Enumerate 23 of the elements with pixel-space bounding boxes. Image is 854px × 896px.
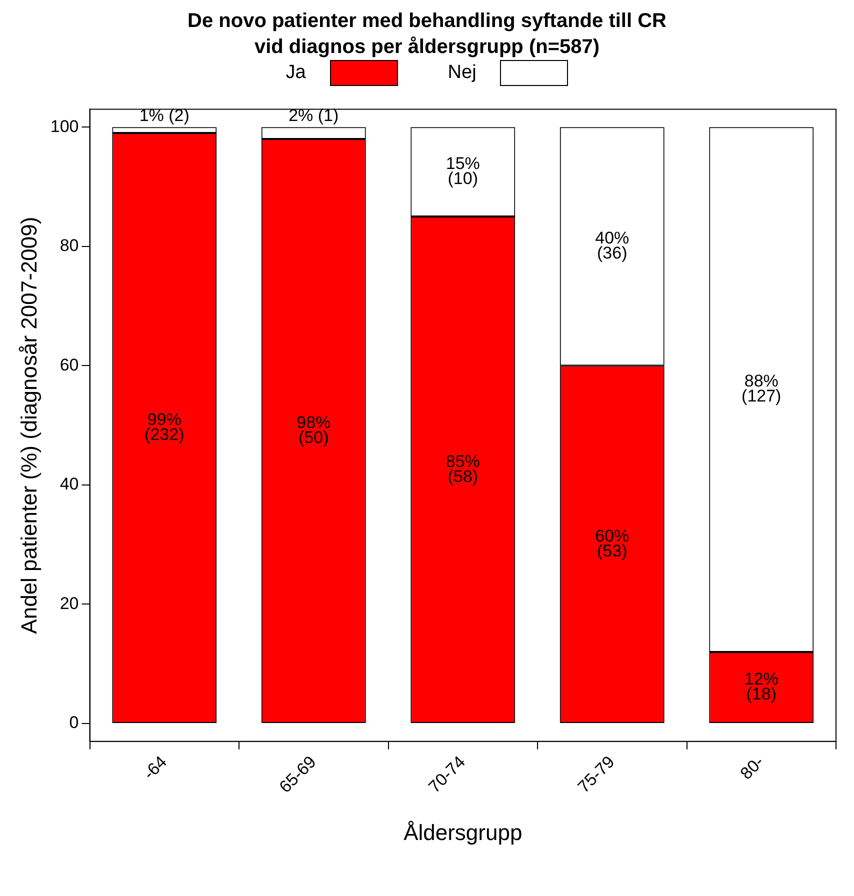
x-axis-title: Åldersgrupp [404, 820, 522, 845]
data-label: 15% (10) [446, 154, 480, 188]
y-tick-label: 40 [60, 474, 79, 494]
data-label: 98% (50) [296, 413, 331, 448]
data-label: 88% (127) [742, 372, 782, 406]
y-tick-label: 60 [60, 355, 79, 374]
y-axis-title: Andel patienter (%) (diagnosår 2007-2009) [16, 216, 42, 634]
data-label: 12% (18) [744, 670, 778, 704]
y-tick-label: 20 [60, 594, 79, 613]
x-tick-label: -64 [140, 752, 171, 784]
data-label: 60% (53) [595, 526, 630, 561]
data-label: 2% (1) [288, 106, 339, 125]
x-tick-label: 80- [736, 752, 768, 784]
legend-label: Ja [286, 62, 306, 84]
y-tick-label: 0 [69, 713, 79, 732]
text: Nej [448, 62, 476, 84]
data-label: 40% (36) [595, 228, 630, 263]
data-label: 99% (232) [144, 410, 184, 444]
data-label: 85% (58) [446, 452, 480, 486]
y-tick-label: 80 [60, 236, 79, 256]
chart-title: De novo patienter med behandling syftande till CR vid diagnos per åldersgrupp (n=587) [186, 9, 668, 60]
y-tick-label: 100 [50, 116, 79, 136]
data-label: 1% (2) [139, 106, 190, 125]
